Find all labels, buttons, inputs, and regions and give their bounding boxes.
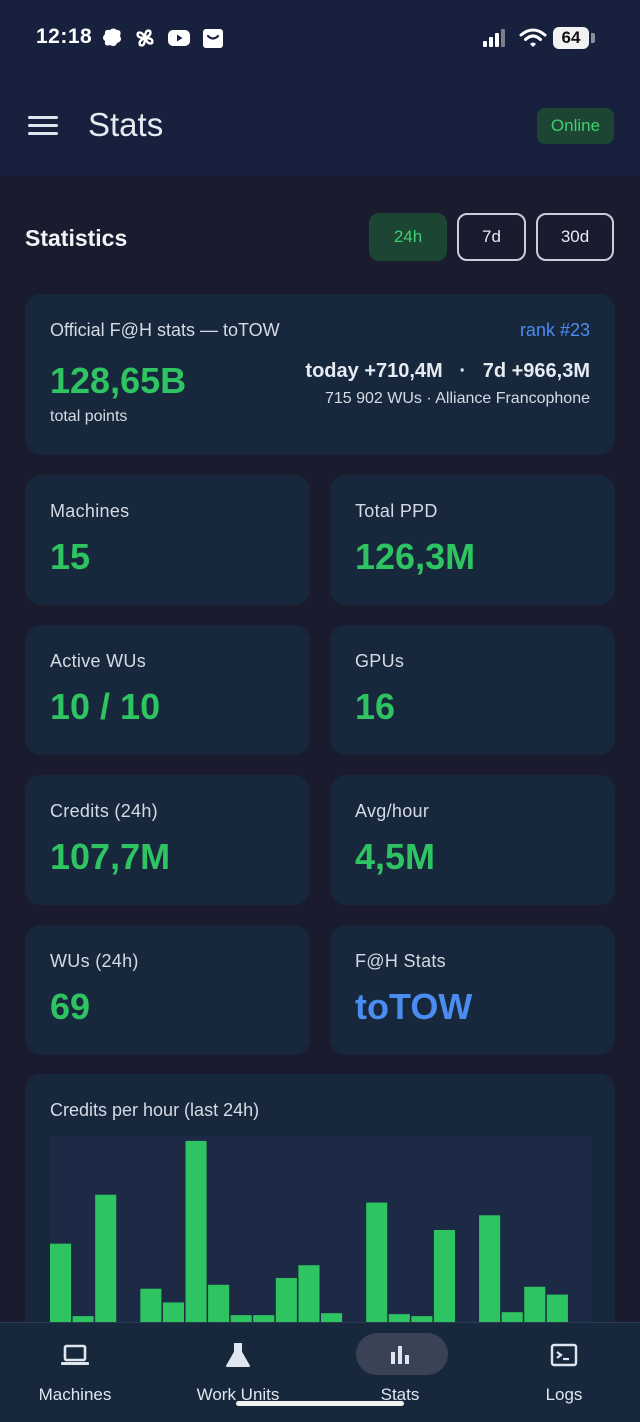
nav-machines[interactable]: Machines — [0, 1323, 155, 1422]
home-indicator — [236, 1401, 404, 1406]
nav-work-units[interactable]: Work Units — [158, 1323, 318, 1422]
stat-card-avg-hour: Avg/hour 4,5M — [330, 775, 615, 905]
stat-card-wus-24h: WUs (24h) 69 — [25, 925, 310, 1055]
chart-bar-13 — [321, 1313, 343, 1322]
stat-value: 16 — [355, 686, 396, 727]
rank-badge: rank #23 — [519, 320, 590, 340]
points-deltas: today +710,4M · 7d +966,3M — [305, 360, 590, 382]
stat-card-machines: Machines 15 — [25, 475, 310, 605]
battery-icon — [591, 33, 595, 43]
status-time: 12:18 — [36, 25, 93, 48]
chart-bar-7 — [185, 1140, 207, 1322]
terminal-icon — [550, 1343, 578, 1367]
stat-label: GPUs — [355, 651, 405, 671]
chart-bar-9 — [230, 1315, 252, 1322]
stat-label: Avg/hour — [355, 801, 430, 821]
app-header: 12:18 — [0, 0, 640, 176]
chart-title: Credits per hour (last 24h) — [50, 1100, 260, 1120]
stat-value: 126,3M — [355, 536, 476, 577]
team-meta: 715 902 WUs · Alliance Francophone — [324, 390, 590, 407]
nav-label: Stats — [380, 1385, 420, 1404]
chart-bar-8 — [208, 1284, 230, 1322]
total-points-label: total points — [50, 408, 128, 425]
chart-bar-12 — [298, 1265, 320, 1322]
stat-label: Total PPD — [355, 501, 438, 521]
bar-chart-icon — [391, 1346, 409, 1364]
chart-bar-15 — [366, 1202, 388, 1322]
stat-card-credits-24h: Credits (24h) 107,7M — [25, 775, 310, 905]
chart-bar-6 — [162, 1302, 184, 1322]
chart-bar-21 — [501, 1312, 523, 1322]
stat-card-total-ppd: Total PPD 126,3M — [330, 475, 615, 605]
stat-card-fah-stats-link[interactable]: F@H Stats toTOW — [330, 925, 615, 1055]
chart-bar-11 — [275, 1277, 297, 1322]
status-badge: Online — [537, 108, 614, 144]
signal-icon — [483, 29, 505, 47]
bottom-navigation: Machines Work Units Stats Logs — [0, 1322, 640, 1422]
stat-label: Credits (24h) — [50, 801, 158, 821]
stat-card-gpus: GPUs 16 — [330, 625, 615, 755]
chart-bar-1 — [50, 1243, 72, 1322]
app-notification-icon — [103, 28, 121, 47]
stat-label: Machines — [50, 501, 130, 521]
range-30d-button[interactable]: 30d — [536, 213, 614, 261]
menu-icon[interactable] — [28, 114, 60, 138]
stat-label: Active WUs — [50, 651, 147, 671]
pinwheel-icon — [136, 29, 154, 47]
chart-bar-2 — [72, 1316, 94, 1322]
wifi-icon — [519, 28, 547, 47]
nav-stats[interactable]: Stats — [320, 1323, 480, 1422]
stat-label: F@H Stats — [355, 951, 446, 971]
battery-level: 64 — [553, 27, 589, 49]
chart-bar-23 — [546, 1294, 568, 1322]
chart-bar-5 — [140, 1288, 162, 1322]
chart-plot-area — [50, 1136, 592, 1322]
laptop-icon — [61, 1344, 89, 1365]
chart-bar-3 — [95, 1194, 117, 1322]
chart-bar-17 — [411, 1316, 433, 1322]
page-title: Stats — [88, 106, 164, 143]
stat-value: 69 — [50, 986, 91, 1027]
shopping-bag-icon — [203, 29, 223, 48]
nav-label: Logs — [545, 1385, 583, 1404]
stat-value: 10 / 10 — [50, 686, 161, 727]
official-stats-label: Official F@H stats — toTOW — [50, 320, 280, 340]
fah-stats-link[interactable]: toTOW — [355, 986, 473, 1027]
range-24h-button[interactable]: 24h — [369, 213, 447, 261]
chart-bar-10 — [253, 1315, 275, 1322]
chart-bar-20 — [479, 1215, 501, 1322]
flask-icon — [226, 1343, 250, 1367]
status-bar: 12:18 — [0, 0, 640, 76]
total-points-value: 128,65B — [50, 360, 187, 401]
stat-label: WUs (24h) — [50, 951, 139, 971]
chart-bar-18 — [433, 1229, 455, 1322]
youtube-icon — [168, 30, 190, 46]
stat-card-active-wus: Active WUs 10 / 10 — [25, 625, 310, 755]
stat-value: 4,5M — [355, 836, 436, 877]
official-stats-card: Official F@H stats — toTOW rank #23 128,… — [25, 294, 615, 455]
chart-bar-16 — [388, 1314, 410, 1322]
nav-label: Machines — [38, 1385, 112, 1404]
nav-logs[interactable]: Logs — [484, 1323, 640, 1422]
range-7d-button[interactable]: 7d — [457, 213, 526, 261]
section-title: Statistics — [25, 225, 128, 251]
nav-label: Work Units — [196, 1385, 280, 1404]
credits-bar-chart — [50, 1136, 592, 1322]
stat-value: 107,7M — [50, 836, 171, 877]
chart-bar-22 — [524, 1286, 546, 1322]
stat-value: 15 — [50, 536, 91, 577]
